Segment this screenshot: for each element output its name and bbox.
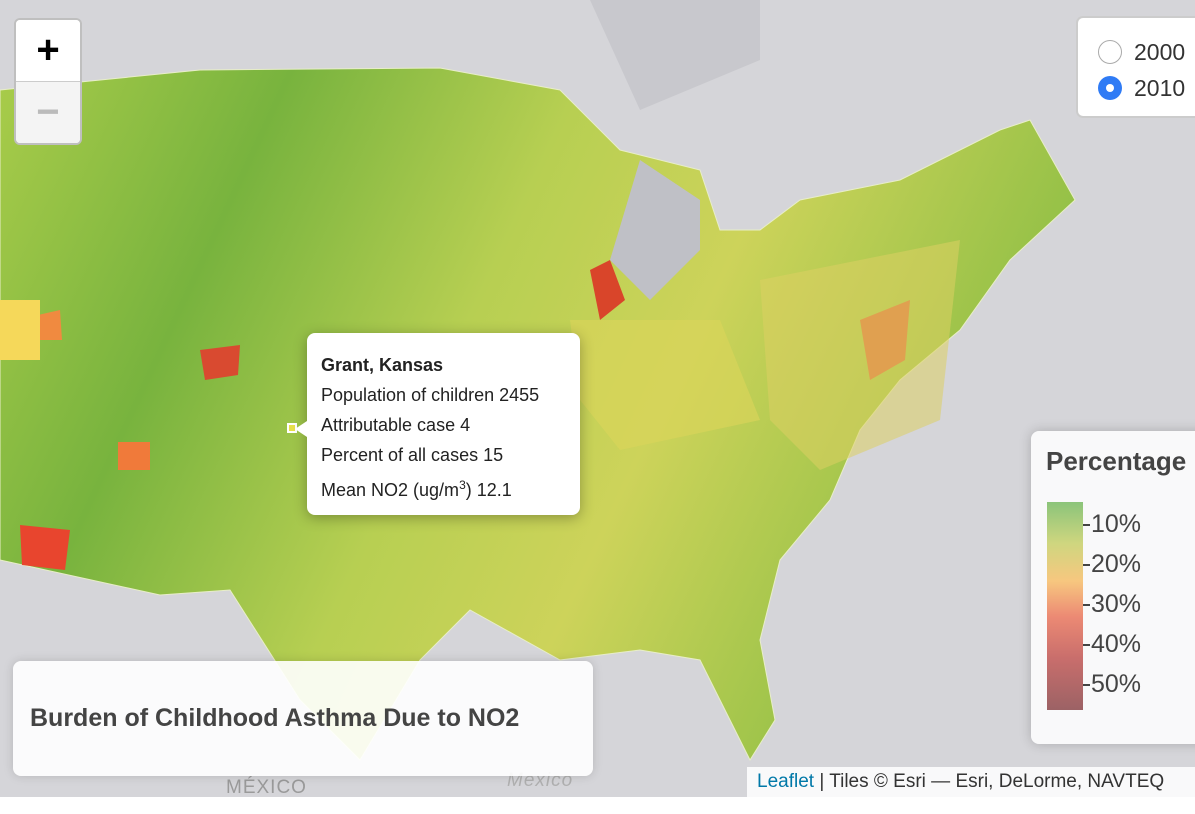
layer-option-2010[interactable]: 2010 — [1098, 70, 1195, 106]
zoom-control: + − — [14, 18, 82, 145]
radio-unselected-icon[interactable] — [1098, 40, 1122, 64]
zoom-in-button[interactable]: + — [16, 20, 80, 81]
legend-title: Percentage — [1046, 446, 1187, 476]
layer-option-label: 2010 — [1134, 74, 1186, 101]
legend-tick: 20% — [1083, 550, 1141, 579]
popup-percent-cases: Percent of all cases 15 — [321, 445, 504, 465]
popup-mean-no2: Mean NO2 (ug/m3) 12.1 — [321, 478, 512, 500]
county-popup: Grant, Kansas Population of children 245… — [295, 333, 580, 515]
popup-population: Population of children 2455 — [321, 385, 540, 405]
layer-option-2000[interactable]: 2000 — [1098, 34, 1195, 70]
layer-option-label: 2000 — [1134, 38, 1186, 65]
attribution: Leaflet | Tiles © Esri — Esri, DeLorme, … — [747, 767, 1195, 797]
legend-tick: 40% — [1083, 630, 1141, 659]
legend-tick: 10% — [1083, 510, 1141, 539]
tiles-credit: Tiles © Esri — Esri, DeLorme, NAVTEQ — [829, 771, 1165, 792]
popup-county-name: Grant, Kansas — [321, 355, 444, 375]
year-layer-control: 2000 2010 — [1076, 16, 1195, 118]
legend-tick: 50% — [1083, 670, 1141, 699]
popup-attributable-cases: Attributable case 4 — [321, 415, 471, 435]
zoom-out-button[interactable]: − — [16, 81, 80, 143]
map-title: Burden of Childhood Asthma Due to NO2 — [30, 704, 520, 732]
map-title-panel: Burden of Childhood Asthma Due to NO2 — [13, 661, 593, 776]
radio-selected-icon[interactable] — [1098, 76, 1122, 100]
legend-color-ramp — [1047, 502, 1083, 710]
country-label-mexico: MÉXICO — [226, 777, 307, 797]
percentage-legend: Percentage 10% 20% 30% 40% 50% — [1031, 431, 1195, 744]
leaflet-link[interactable]: Leaflet — [757, 771, 815, 792]
legend-tick: 30% — [1083, 590, 1141, 619]
popup-tip — [295, 421, 307, 437]
